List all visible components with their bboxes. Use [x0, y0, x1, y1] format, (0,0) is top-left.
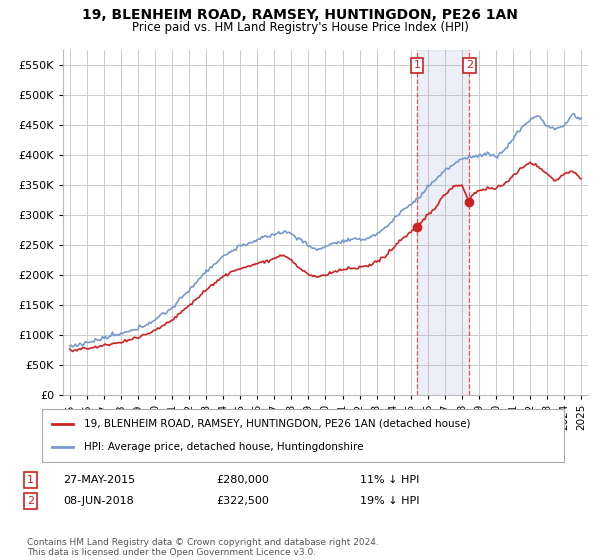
Text: £280,000: £280,000 [216, 475, 269, 485]
Text: 11% ↓ HPI: 11% ↓ HPI [360, 475, 419, 485]
Bar [417, 50, 469, 395]
Text: 1: 1 [414, 60, 421, 71]
Text: 19, BLENHEIM ROAD, RAMSEY, HUNTINGDON, PE26 1AN: 19, BLENHEIM ROAD, RAMSEY, HUNTINGDON, P… [82, 8, 518, 22]
Text: 2: 2 [466, 60, 473, 71]
Text: £322,500: £322,500 [216, 496, 269, 506]
Text: HPI: Average price, detached house, Huntingdonshire: HPI: Average price, detached house, Hunt… [84, 442, 363, 452]
Text: Price paid vs. HM Land Registry's House Price Index (HPI): Price paid vs. HM Land Registry's House … [131, 21, 469, 34]
Text: 19, BLENHEIM ROAD, RAMSEY, HUNTINGDON, PE26 1AN (detached house): 19, BLENHEIM ROAD, RAMSEY, HUNTINGDON, P… [84, 419, 470, 429]
Text: 1: 1 [27, 475, 34, 485]
Text: 08-JUN-2018: 08-JUN-2018 [63, 496, 134, 506]
Text: 2: 2 [27, 496, 34, 506]
Text: 27-MAY-2015: 27-MAY-2015 [63, 475, 135, 485]
Text: Contains HM Land Registry data © Crown copyright and database right 2024.
This d: Contains HM Land Registry data © Crown c… [27, 538, 379, 557]
Text: 19% ↓ HPI: 19% ↓ HPI [360, 496, 419, 506]
